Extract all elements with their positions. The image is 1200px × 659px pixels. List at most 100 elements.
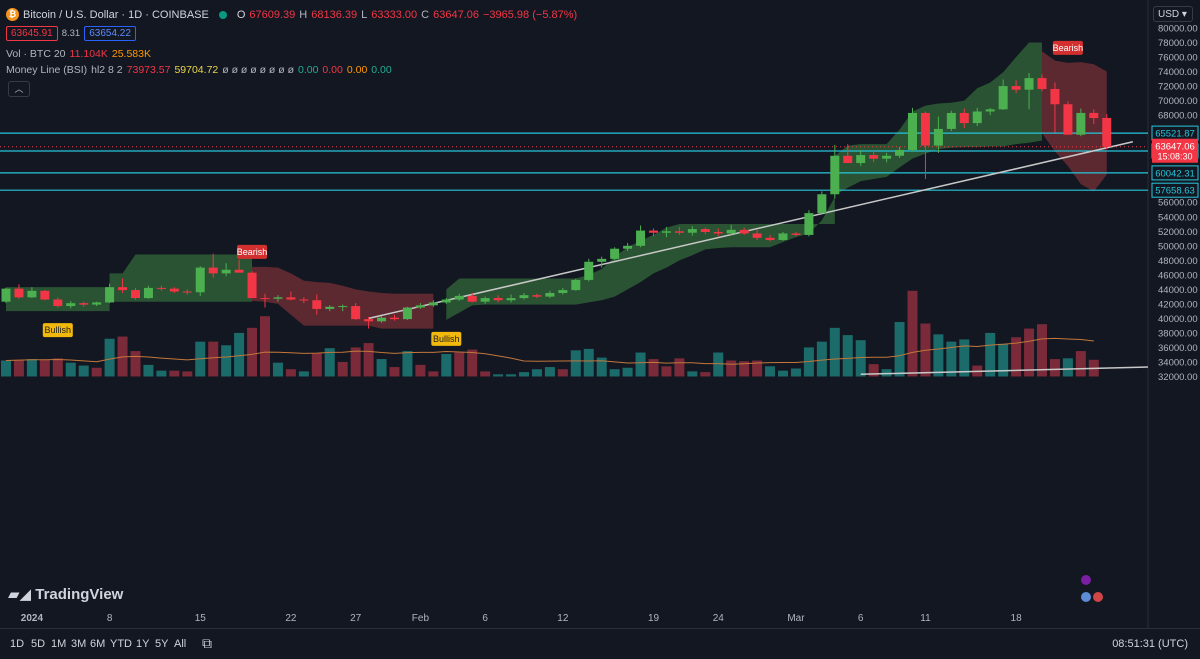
y-tick-label: 34000.00	[1158, 357, 1198, 368]
timeframe-ytd-button[interactable]: YTD	[110, 638, 132, 650]
candle-body	[597, 258, 607, 262]
close-label: C	[421, 8, 430, 21]
candle-body	[661, 231, 671, 233]
candle-body	[247, 272, 257, 299]
currency-select[interactable]: USD ▾	[1153, 6, 1193, 22]
timeframe-3m-button[interactable]: 3M	[71, 638, 87, 650]
volume-bar	[441, 353, 452, 377]
money-line-legend[interactable]: Money Line (BSI) hl2 8 2 73973.57 59704.…	[6, 64, 392, 76]
candle-body	[856, 155, 866, 164]
signal-label-text: Bearish	[1053, 43, 1084, 53]
volume-bar	[765, 366, 776, 377]
candle-body	[195, 267, 205, 293]
volume-bar	[557, 369, 568, 377]
volume-bar	[208, 341, 219, 377]
economic-event-icon	[1081, 592, 1091, 602]
volume-bar	[104, 338, 115, 377]
money-line-zero-1: 0.00	[297, 64, 319, 76]
candle-body	[895, 149, 905, 156]
candle-body	[66, 303, 76, 307]
volume-bar	[376, 359, 387, 377]
candle-body	[325, 306, 335, 309]
volume-bar	[285, 369, 296, 377]
x-tick-label: 6	[482, 613, 488, 624]
volume-value-1: 11.104K	[69, 48, 108, 60]
signal-label-bullish: Bullish	[431, 331, 462, 346]
candle-body	[1037, 78, 1047, 89]
timeframe-5d-button[interactable]: 5D	[31, 638, 46, 650]
buy-price-button[interactable]: 63654.22	[84, 26, 136, 41]
volume-bar	[985, 332, 996, 377]
bitcoin-icon: ₿	[6, 8, 19, 21]
volume-bar	[143, 364, 154, 377]
volume-bar	[182, 371, 193, 377]
volume-bar	[298, 371, 309, 377]
utc-clock[interactable]: 08:51:31 (UTC)	[1112, 638, 1188, 650]
candle-body	[169, 288, 179, 292]
candle-body	[558, 290, 568, 293]
timeframe-5y-button[interactable]: 5Y	[155, 638, 169, 650]
timeframe-all-button[interactable]: All	[174, 638, 187, 650]
trend-line	[368, 141, 1134, 320]
high-label: H	[299, 8, 308, 21]
volume-legend[interactable]: Vol · BTC 20 11.104K 25.583K	[6, 48, 151, 60]
candle-body	[286, 297, 296, 300]
volume-label: Vol · BTC 20	[6, 48, 66, 60]
candle-body	[584, 261, 594, 280]
volume-bar	[1011, 337, 1022, 377]
timeframe-1d-button[interactable]: 1D	[10, 638, 25, 650]
collapse-legend-button[interactable]: ︿	[8, 81, 30, 97]
timeframe-1m-button[interactable]: 1M	[51, 638, 67, 650]
y-tick-label: 38000.00	[1158, 328, 1198, 339]
low-value: 63333.00	[371, 8, 418, 21]
volume-bar	[752, 360, 763, 377]
candle-body	[791, 233, 801, 235]
money-line-placeholders: ø ø ø ø ø ø ø ø	[222, 64, 294, 76]
volume-bar	[829, 327, 840, 377]
x-tick-label: 18	[1011, 613, 1023, 624]
volume-bar	[13, 359, 24, 377]
volume-bar	[622, 367, 633, 377]
candle-body	[674, 231, 684, 233]
volume-bar	[881, 369, 892, 377]
candle-body	[843, 155, 853, 164]
volume-bar	[946, 341, 957, 377]
y-tick-label: 80000.00	[1158, 24, 1198, 35]
signal-label-bearish: Bearish	[1053, 40, 1084, 55]
timeframe-1y-button[interactable]: 1Y	[136, 638, 150, 650]
candle-body	[40, 290, 50, 300]
candle-body	[27, 290, 37, 298]
low-label: L	[361, 8, 368, 21]
y-tick-label: 78000.00	[1158, 38, 1198, 49]
y-tick-label: 48000.00	[1158, 256, 1198, 267]
y-tick-label: 50000.00	[1158, 241, 1198, 252]
timeframe-6m-button[interactable]: 6M	[90, 638, 106, 650]
candle-body	[1011, 86, 1021, 90]
x-tick-label: 8	[107, 613, 113, 624]
date-range-icon[interactable]: ⧉	[202, 635, 212, 651]
bottom-toolbar: 1D 5D 1M 3M 6M YTD 1Y 5Y All ⧉ 08:51:31 …	[0, 628, 1200, 659]
volume-bar	[389, 367, 400, 377]
candle-body	[299, 299, 309, 301]
current-price-label: 63647.06	[1155, 142, 1195, 153]
economic-event-icon	[1093, 592, 1103, 602]
candle-body	[1050, 88, 1060, 105]
symbol-title[interactable]: Bitcoin / U.S. Dollar · 1D · COINBASE	[23, 8, 209, 21]
volume-bar	[713, 352, 724, 377]
volume-bar	[726, 360, 737, 377]
volume-bar	[544, 367, 555, 377]
volume-bar	[311, 353, 322, 377]
volume-bar	[26, 359, 37, 377]
sell-price-button[interactable]: 63645.91	[6, 26, 58, 41]
volume-bar	[467, 349, 478, 377]
candle-body	[79, 303, 89, 305]
money-line-value-2: 59704.72	[174, 64, 219, 76]
volume-bar	[1075, 351, 1086, 377]
volume-bar	[790, 368, 801, 377]
volume-bar	[272, 362, 283, 377]
level-price-label: 57658.63	[1155, 186, 1195, 197]
volume-bar	[778, 370, 788, 377]
volume-bar	[687, 371, 698, 377]
candle-body	[765, 237, 775, 240]
